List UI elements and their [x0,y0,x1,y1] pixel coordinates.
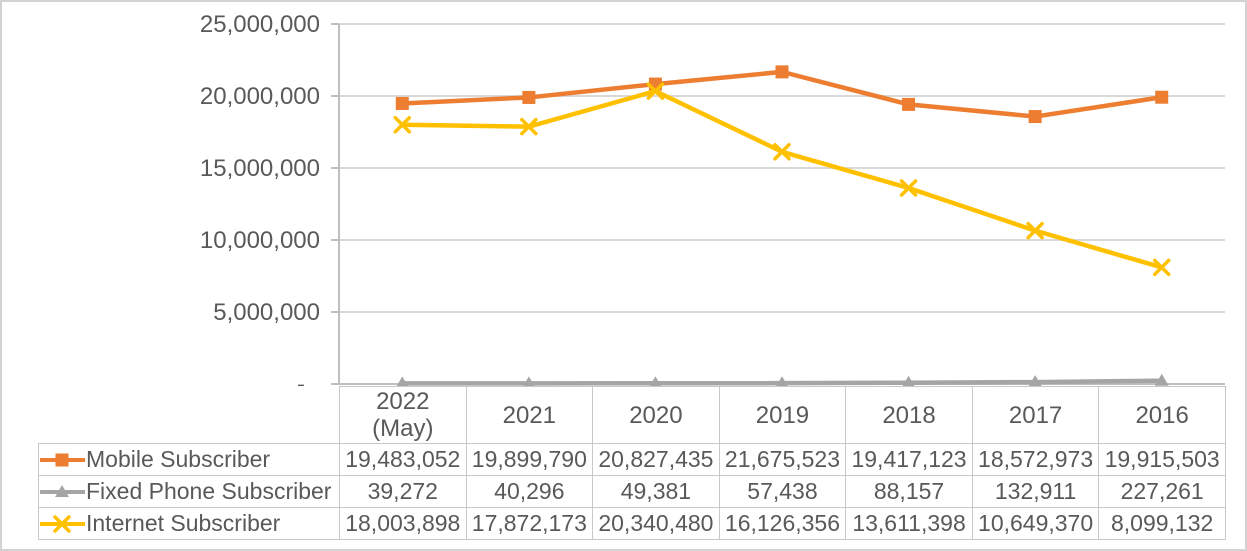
value-cell-internet-subscriber-2018: 13,611,398 [845,507,973,540]
mobile-subscriber-square-marker [395,96,409,110]
y-axis-label: 10,000,000 [200,227,320,254]
series-name-label: Mobile Subscriber [86,446,271,472]
internet-subscriber-x-marker [646,82,665,100]
value-cell-mobile-subscriber-2016: 19,915,503 [1098,443,1226,476]
value-cell-internet-subscriber-2016: 8,099,132 [1098,507,1226,540]
value-cell-fixed-phone-subscriber-2017: 132,911 [971,475,1100,508]
legend-entry-internet-subscriber: Internet Subscriber [40,510,339,537]
fixed-phone-subscriber-triangle-marker [902,375,915,386]
series-name-label: Internet Subscriber [86,510,281,536]
fixed-phone-subscriber-triangle-marker [523,376,535,386]
y-axis-label: 25,000,000 [200,11,320,38]
legend-key-x-marker [53,514,71,533]
table-row-internet-subscriber: Internet Subscriber 18,003,898 17,872,173 2… [38,507,1226,540]
category-label-line: 2022 [376,388,430,415]
y-axis-label: - [297,371,305,386]
category-label-2016: 2016 [1098,386,1226,444]
internet-subscriber-x-marker [899,179,918,197]
table-corner-cell [39,387,340,444]
series-line-mobile-subscriber [400,69,1164,119]
internet-subscriber-x-marker [773,143,791,161]
internet-subscriber-x-marker [1026,221,1044,240]
mobile-subscriber-square-marker [522,90,536,104]
mobile-subscriber-square-marker [902,97,916,111]
value-cell-fixed-phone-subscriber-2019: 57,438 [718,475,847,508]
category-label-2017: 2017 [971,386,1100,444]
table-header-row: 2022 (May) 2021 2020 2019 2018 2017 2016 [39,386,1226,444]
value-cell-mobile-subscriber-2017: 18,572,973 [971,443,1100,476]
internet-subscriber-x-marker [520,117,538,136]
mobile-subscriber-square-marker [775,65,789,79]
value-cell-fixed-phone-subscriber-2016: 227,261 [1098,475,1226,508]
series-internet-subscriber [393,82,1171,277]
value-cell-fixed-phone-subscriber-2018: 88,157 [845,475,973,508]
series-mobile-subscriber [395,65,1169,124]
category-label-2020: 2020 [592,386,720,444]
internet-subscriber-x-marker [393,115,412,134]
category-label-line: 2020 [629,401,683,429]
value-cell-internet-subscriber-2022-May-: 18,003,898 [339,507,467,540]
legend-key-square-marker [55,453,69,466]
category-label-line: (May) [372,415,434,442]
legend-key-x-icon [40,514,85,533]
value-cell-mobile-subscriber-2022-May-: 19,483,052 [339,443,467,476]
category-label-2022-May-: 2022 (May) [339,386,467,444]
fixed-phone-subscriber-triangle-marker [1154,373,1169,386]
value-cell-mobile-subscriber-2019: 21,675,523 [718,443,847,476]
value-cell-internet-subscriber-2020: 20,340,480 [592,507,720,540]
table-row-mobile-subscriber: Mobile Subscriber 19,483,052 19,899,790 20,… [38,443,1226,476]
legend-key-triangle-icon [40,484,85,497]
series-name-cell-fixed-phone-subscriber: Fixed Phone Subscriber [38,475,340,508]
category-label-line: 2018 [882,401,936,429]
value-cell-internet-subscriber-2017: 10,649,370 [971,507,1100,540]
y-axis-label: 20,000,000 [200,83,320,110]
value-cell-fixed-phone-subscriber-2021: 40,296 [465,475,594,508]
fixed-phone-subscriber-triangle-marker [649,376,662,386]
series-fixed-phone-subscriber [396,373,1169,386]
value-cell-mobile-subscriber-2021: 19,899,790 [465,443,594,476]
table-row-fixed-phone-subscriber: Fixed Phone Subscriber 39,272 40,296 49,381… [38,475,1226,508]
fixed-phone-subscriber-triangle-marker [776,376,788,386]
category-label-line: 2016 [1135,401,1189,429]
fixed-phone-subscriber-triangle-marker [396,376,408,386]
mobile-subscriber-square-marker [1028,110,1042,124]
fixed-phone-subscriber-triangle-marker [1028,375,1042,386]
internet-subscriber-x-marker [1152,258,1171,277]
value-cell-internet-subscriber-2021: 17,872,173 [465,507,594,540]
value-cell-fixed-phone-subscriber-2020: 49,381 [592,475,720,508]
category-label-line: 2019 [755,401,810,429]
series-name-cell-mobile-subscriber: Mobile Subscriber [38,443,340,476]
legend-key-square-icon [40,453,85,466]
category-label-2021: 2021 [465,386,594,444]
mobile-subscriber-square-marker [1155,90,1169,104]
category-label-2018: 2018 [845,386,973,444]
legend-entry-fixed-phone-subscriber: Fixed Phone Subscriber [40,478,339,505]
category-label-line: 2021 [502,401,557,429]
category-label-line: 2017 [1008,401,1063,429]
series-name-cell-internet-subscriber: Internet Subscriber [38,507,340,540]
value-cell-internet-subscriber-2019: 16,126,356 [718,507,847,540]
series-name-label: Fixed Phone Subscriber [86,478,332,504]
value-cell-mobile-subscriber-2018: 19,417,123 [845,443,973,476]
value-cell-mobile-subscriber-2020: 20,827,435 [592,443,720,476]
legend-key-triangle-marker [55,484,69,497]
value-cell-fixed-phone-subscriber-2022-May-: 39,272 [339,475,467,508]
y-axis-label: 15,000,000 [200,155,320,182]
chart-data-table: 2022 (May) 2021 2020 2019 2018 2017 2016 Mobile … [38,386,1226,540]
y-axis-label: 5,000,000 [213,299,320,326]
line-chart-plot: - 5,000,000 10,000,000 15,000,000 20,000,000… [200,11,1225,386]
legend-entry-mobile-subscriber: Mobile Subscriber [40,446,339,473]
category-label-2019: 2019 [718,386,847,444]
